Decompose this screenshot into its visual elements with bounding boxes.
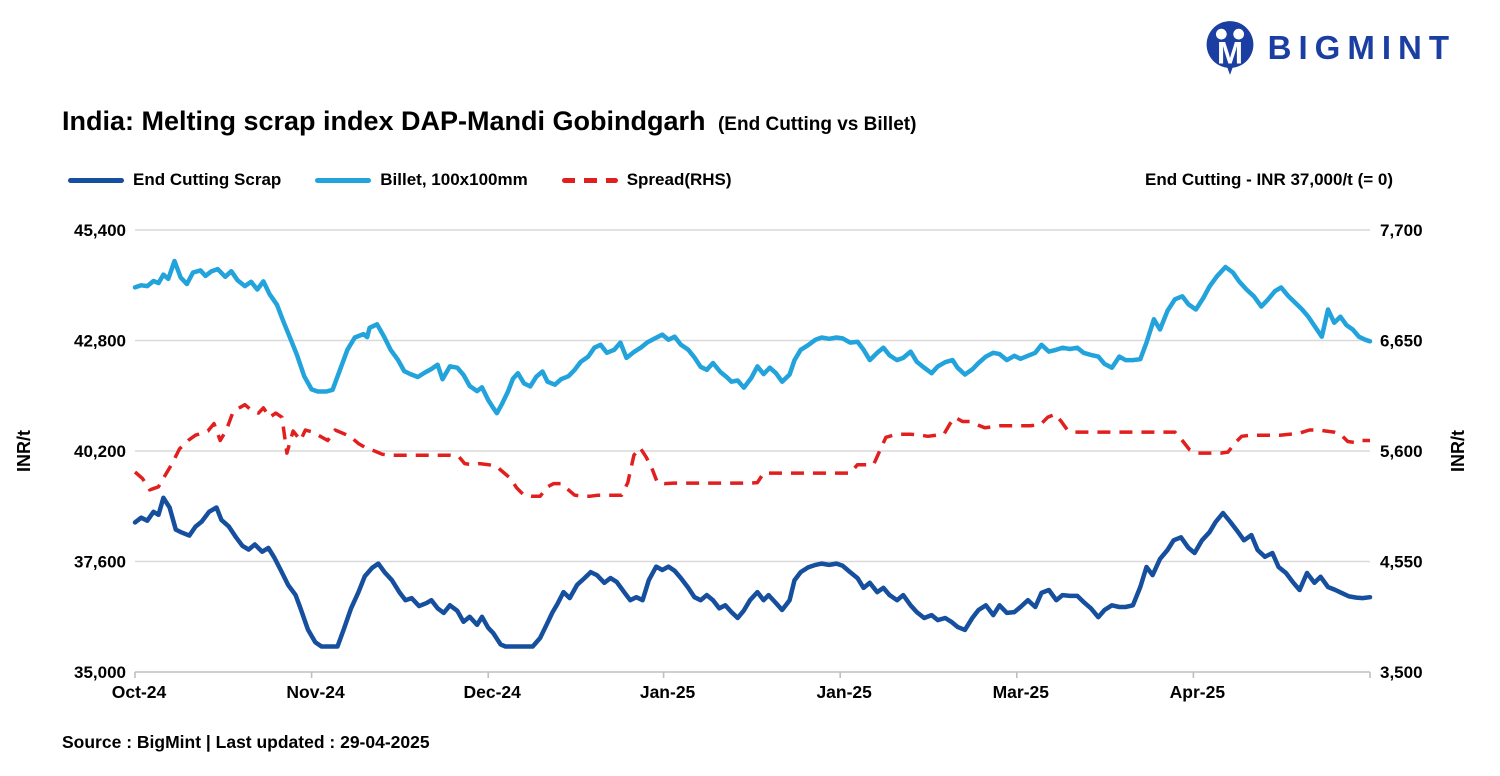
- spread-base-note: End Cutting - INR 37,000/t (= 0): [1145, 170, 1393, 189]
- source-note: Source : BigMint | Last updated : 29-04-…: [62, 732, 430, 752]
- right-axis-tick-label: 7,700: [1380, 221, 1423, 240]
- left-axis-tick-label: 35,000: [74, 663, 126, 682]
- x-axis-tick-label: Oct-24: [112, 682, 167, 702]
- svg-text:M: M: [1217, 36, 1243, 71]
- page-title: India: Melting scrap index DAP-Mandi Gob…: [62, 106, 916, 137]
- right-axis-tick-label: 3,500: [1380, 663, 1423, 682]
- legend-item-spread: Spread(RHS): [561, 170, 732, 190]
- legend-swatch-solid-darkblue-icon: [68, 177, 124, 183]
- legend: End Cutting Scrap Billet, 100x100mm Spre…: [68, 170, 1440, 190]
- right-axis-title: INR/t: [1448, 430, 1468, 472]
- right-axis-tick-label: 5,600: [1380, 442, 1423, 461]
- legend-label-spread: Spread(RHS): [626, 170, 732, 189]
- x-axis-tick-label: Jan-25: [640, 682, 696, 702]
- legend-swatch-dashed-red-icon: [561, 177, 618, 183]
- chart-title-sub: (End Cutting vs Billet): [717, 114, 917, 135]
- line-chart: 35,000 3,500 37,600 4,550 40,200 5,600 42,800 6…: [14, 221, 1468, 702]
- right-axis-tick-label: 6,650: [1380, 332, 1423, 351]
- x-axis-tick-label: Apr-25: [1170, 682, 1226, 702]
- legend-item-end-cutting-scrap: End Cutting Scrap: [68, 170, 281, 190]
- left-axis-title: INR/t: [14, 430, 34, 472]
- bigmint-logo-text: BIGMINT: [1267, 29, 1456, 66]
- series-line-billet-100x100mm: [132, 258, 1373, 416]
- legend-label-end-cutting-scrap: End Cutting Scrap: [133, 170, 282, 189]
- series-line-end-cutting-scrap: [132, 495, 1373, 649]
- x-axis-tick-label: Nov-24: [286, 682, 345, 702]
- legend-swatch-solid-lightblue-icon: [315, 177, 372, 183]
- left-axis-tick-label: 37,600: [74, 553, 126, 572]
- chart-title-main: India: Melting scrap index DAP-Mandi Gob…: [62, 106, 706, 136]
- bigmint-logo: M BIGMINT: [1204, 20, 1456, 76]
- left-axis-tick-label: 42,800: [74, 332, 126, 351]
- legend-item-billet: Billet, 100x100mm: [315, 170, 528, 190]
- left-axis-tick-label: 40,200: [74, 442, 126, 461]
- legend-label-billet: Billet, 100x100mm: [380, 170, 528, 189]
- x-axis-tick-label: Mar-25: [993, 682, 1050, 702]
- series-line-spread-rhs: [133, 402, 1370, 499]
- right-axis-tick-label: 4,550: [1380, 553, 1423, 572]
- left-axis-tick-label: 45,400: [74, 221, 126, 240]
- bigmint-logo-icon: M: [1206, 21, 1254, 75]
- x-axis-tick-label: Jan-25: [816, 682, 872, 702]
- x-axis-tick-label: Dec-24: [464, 682, 522, 702]
